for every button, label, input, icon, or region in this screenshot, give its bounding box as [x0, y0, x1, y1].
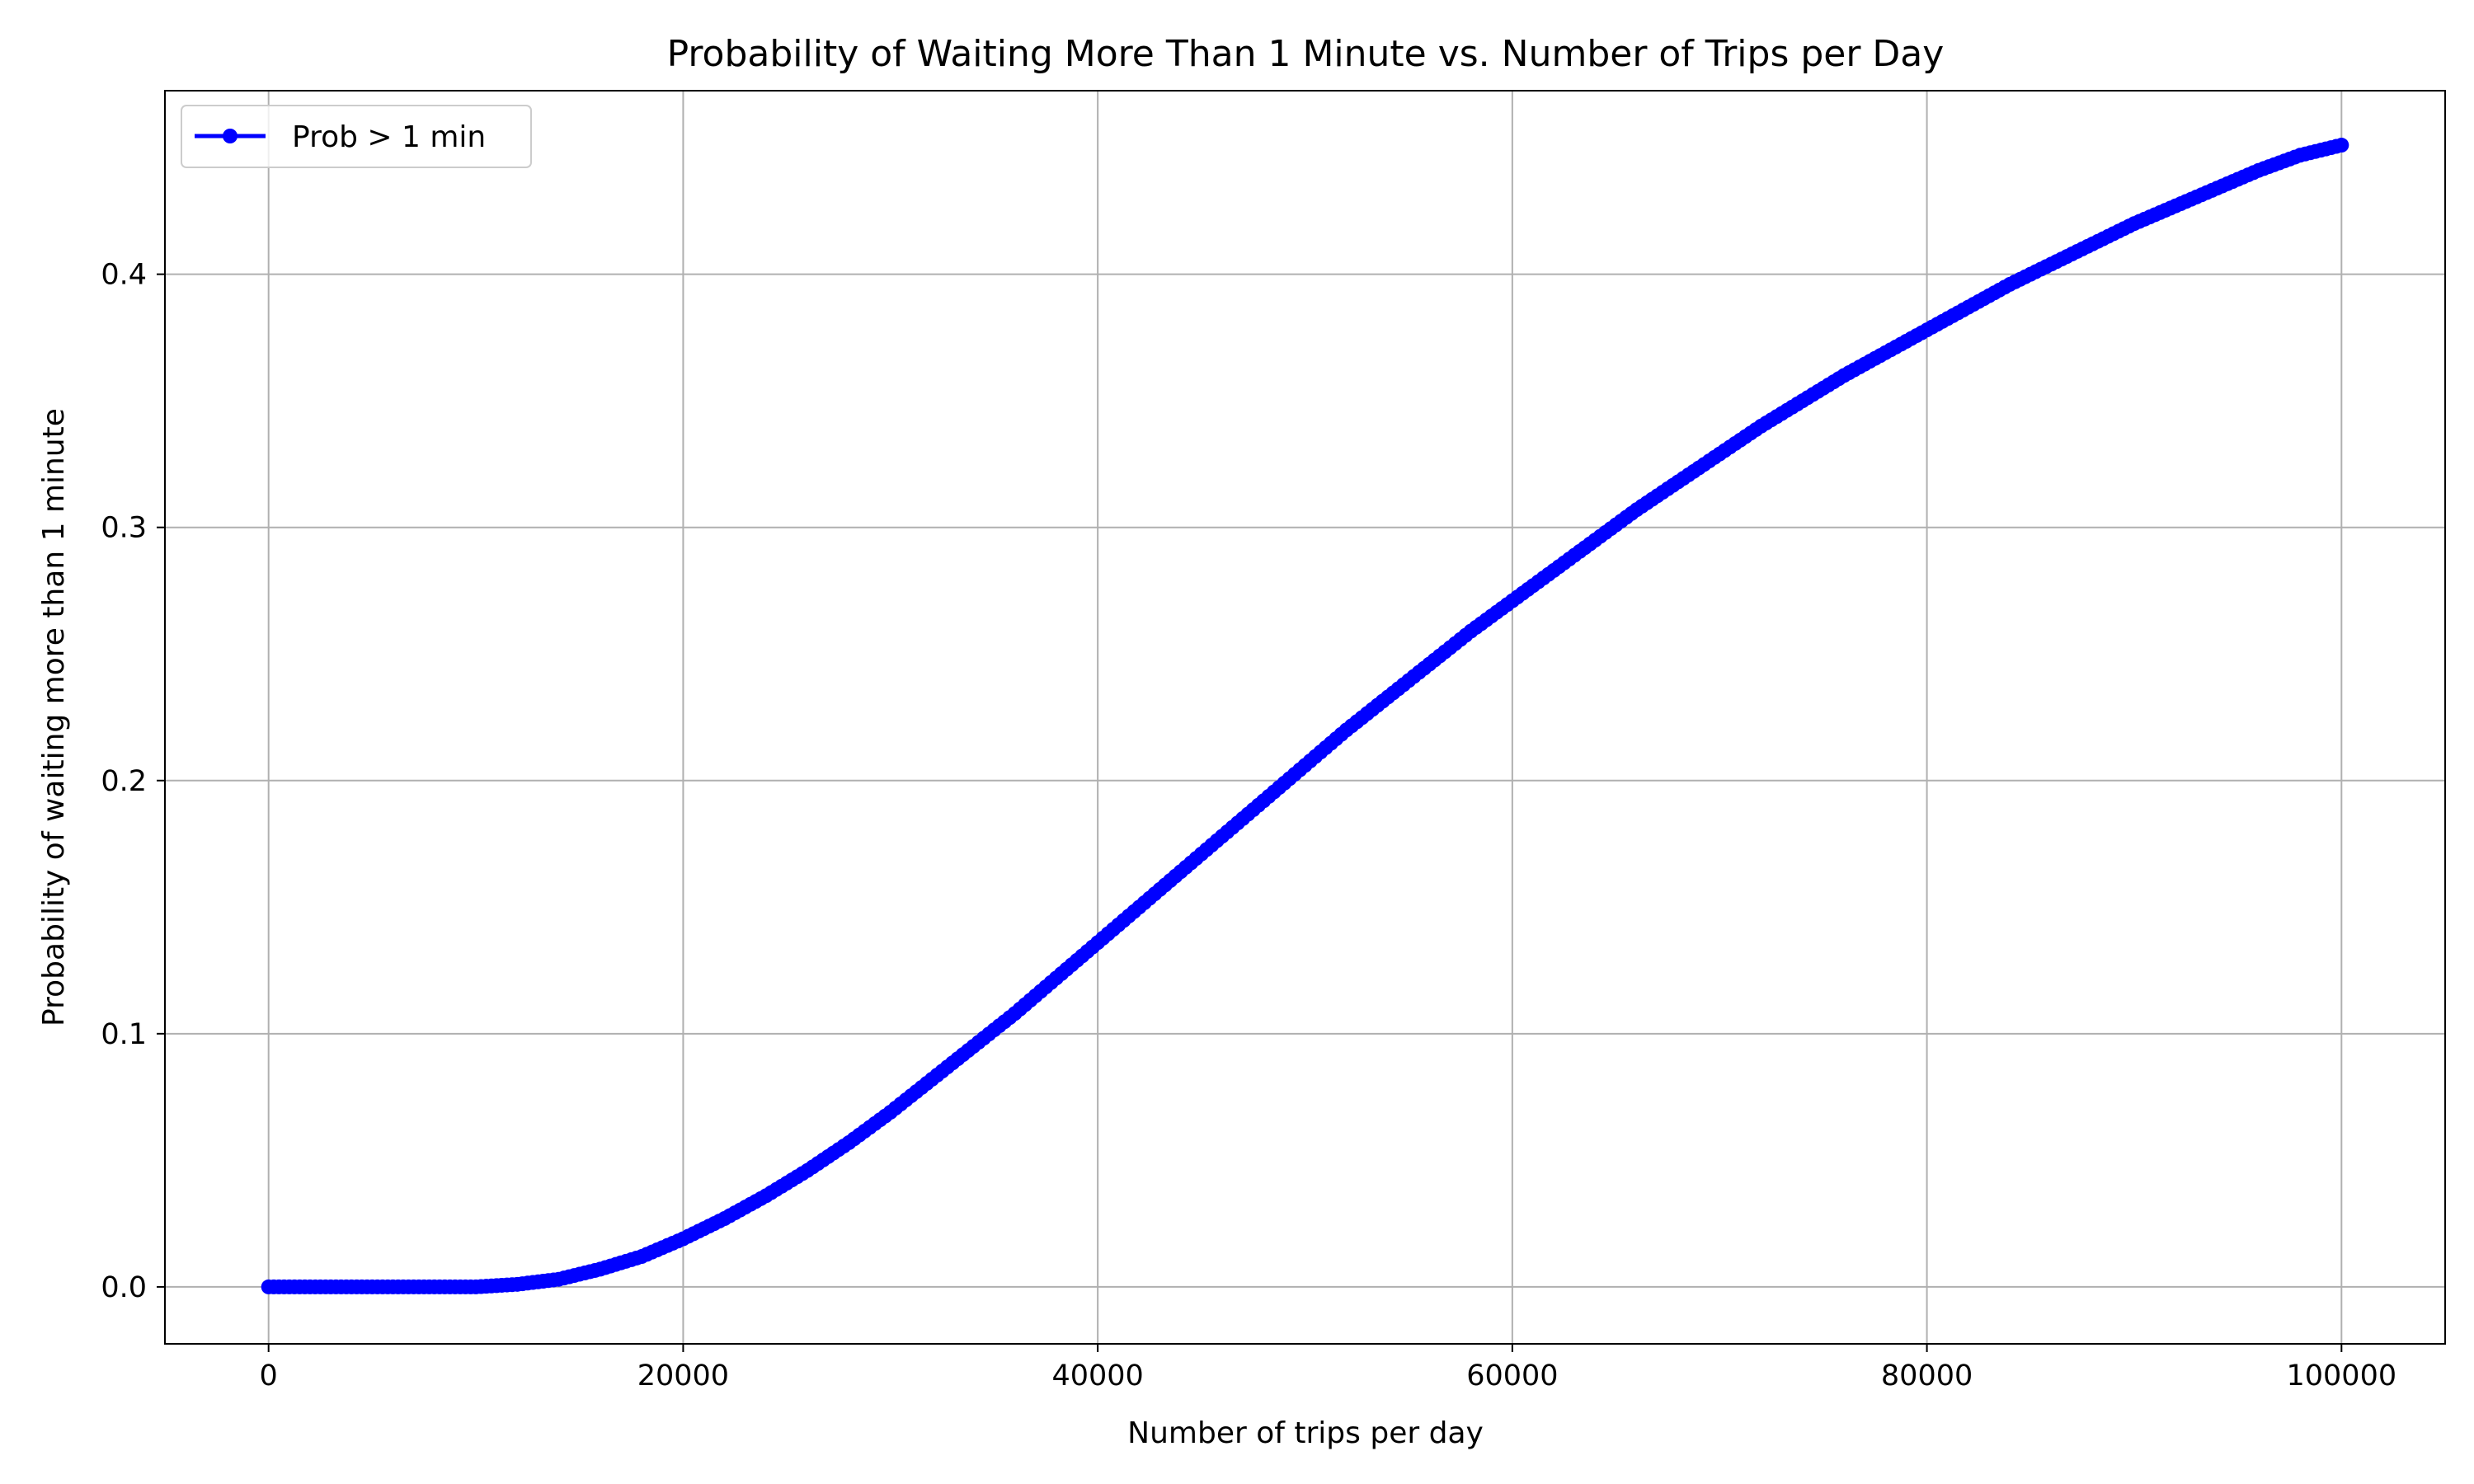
legend-entry-label: Prob > 1 min — [292, 120, 486, 154]
ticks: 0 20000 40000 60000 80000 100000 0.0 0.1 0.2 0.3 0… — [101, 259, 2396, 1392]
legend-marker-sample — [223, 129, 238, 143]
y-tick-label: 0.0 — [101, 1271, 147, 1304]
x-axis-label: Number of trips per day — [1127, 1416, 1484, 1450]
chart-title: Probability of Waiting More Than 1 Minut… — [667, 33, 1945, 75]
plot-frame — [164, 90, 2446, 1345]
y-tick-label: 0.1 — [101, 1018, 147, 1051]
series-markers — [261, 138, 2349, 1294]
y-tick-label: 0.4 — [101, 259, 147, 292]
data-point — [2334, 138, 2349, 153]
x-tick-label: 100000 — [2287, 1360, 2397, 1392]
x-tick-label: 60000 — [1466, 1360, 1558, 1392]
x-tick-label: 40000 — [1051, 1360, 1143, 1392]
x-tick-label: 0 — [260, 1360, 278, 1392]
legend: Prob > 1 min — [181, 105, 532, 168]
x-tick-label: 80000 — [1881, 1360, 1973, 1392]
y-tick-label: 0.2 — [101, 765, 147, 798]
x-tick-label: 20000 — [637, 1360, 729, 1392]
legend-box — [181, 105, 532, 168]
y-tick-label: 0.3 — [101, 512, 147, 545]
y-axis-label: Probability of waiting more than 1 minut… — [37, 408, 71, 1026]
series-layer — [261, 138, 2349, 1294]
